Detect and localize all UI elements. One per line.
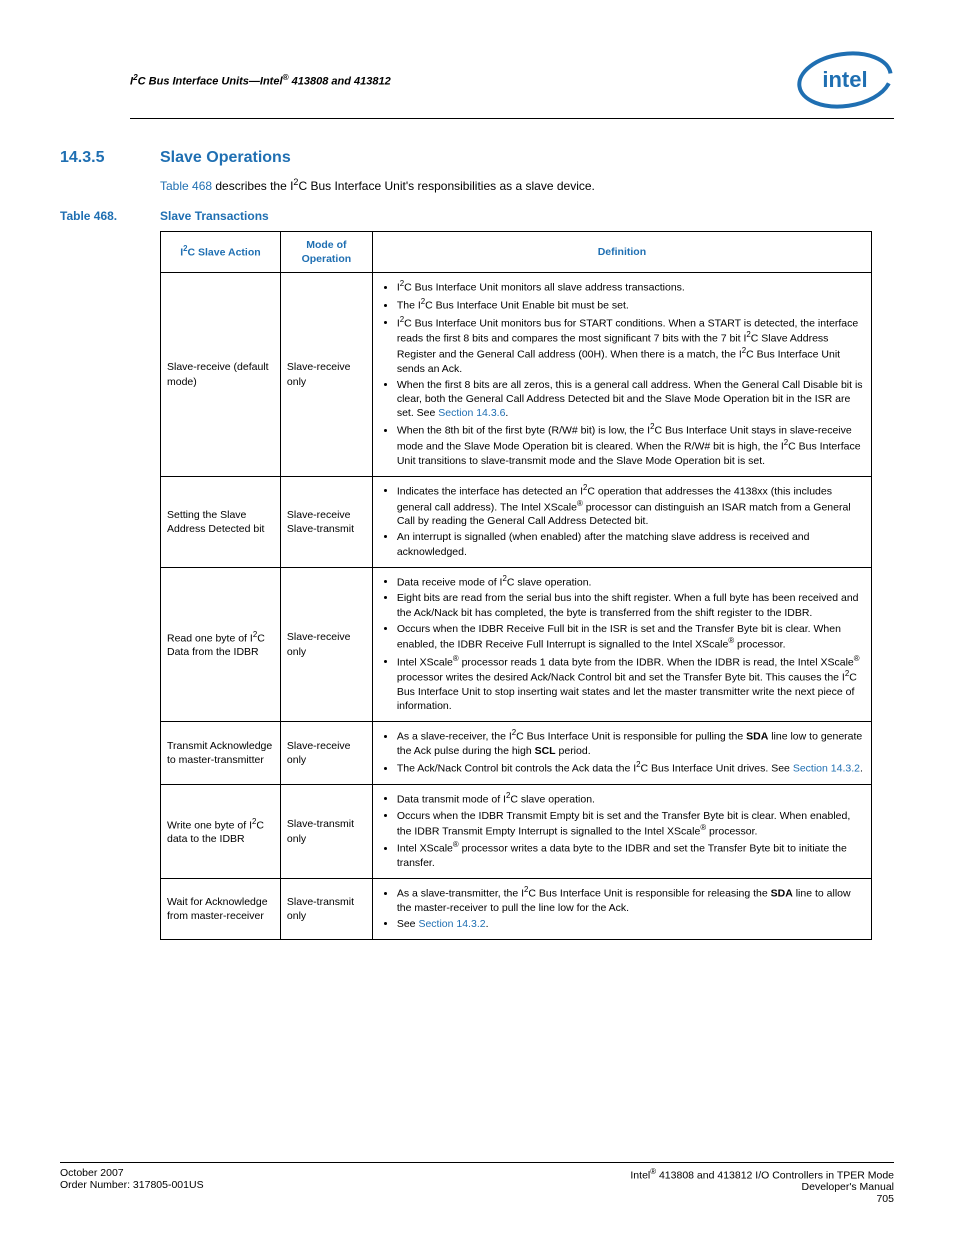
page-header: I2C Bus Interface Units—Intel® 413808 an… [130,50,894,110]
cell-action: Transmit Acknowledge to master-transmitt… [161,722,281,785]
footer-order-number: Order Number: 317805-001US [60,1179,204,1191]
table-row: Read one byte of I2C Data from the IDBRS… [161,567,872,722]
slave-transactions-table: I2C Slave Action Mode of Operation Defin… [160,231,872,940]
definition-list: As a slave-receiver, the I2C Bus Interfa… [373,728,865,776]
header-rule [130,118,894,119]
definition-item: The I2C Bus Interface Unit Enable bit mu… [397,297,865,313]
section-heading: 14.3.5 Slave Operations [60,149,894,167]
definition-item: Occurs when the IDBR Transmit Empty bit … [397,809,865,839]
definition-item: Eight bits are read from the serial bus … [397,591,865,619]
definition-item: As a slave-transmitter, the I2C Bus Inte… [397,885,865,915]
table-row: Write one byte of I2C data to the IDBRSl… [161,784,872,878]
cell-action: Setting the Slave Address Detected bit [161,476,281,567]
cell-mode: Slave-transmit only [280,784,372,878]
footer-date: October 2007 [60,1167,204,1179]
cell-mode: Slave-receive only [280,722,372,785]
cell-definition: I2C Bus Interface Unit monitors all slav… [372,273,871,477]
cell-action: Slave-receive (default mode) [161,273,281,477]
definition-item: When the first 8 bits are all zeros, thi… [397,378,865,421]
table-row: Wait for Acknowledge from master-receive… [161,879,872,940]
cell-definition: Data receive mode of I2C slave operation… [372,567,871,722]
definition-list: Data receive mode of I2C slave operation… [373,574,865,714]
definition-list: Data transmit mode of I2C slave operatio… [373,791,865,870]
page: I2C Bus Interface Units—Intel® 413808 an… [0,0,954,1235]
definition-list: Indicates the interface has detected an … [373,483,865,559]
cell-definition: As a slave-receiver, the I2C Bus Interfa… [372,722,871,785]
cell-mode: Slave-receive only [280,567,372,722]
footer-doc-subtitle: Developer's Manual [630,1181,894,1193]
section-intro: Table 468 describes the I2C Bus Interfac… [160,177,894,193]
definition-item: Intel XScale® processor writes a data by… [397,840,865,870]
table-caption: Table 468. Slave Transactions [60,209,894,223]
table-header-row: I2C Slave Action Mode of Operation Defin… [161,232,872,273]
definition-item: Data transmit mode of I2C slave operatio… [397,791,865,807]
cell-action: Write one byte of I2C data to the IDBR [161,784,281,878]
cell-action: Read one byte of I2C Data from the IDBR [161,567,281,722]
footer-page-number: 705 [630,1193,894,1205]
svg-text:intel: intel [822,67,867,92]
running-header-title: I2C Bus Interface Units—Intel® 413808 an… [130,73,391,88]
definition-item: Occurs when the IDBR Receive Full bit in… [397,622,865,652]
cell-definition: As a slave-transmitter, the I2C Bus Inte… [372,879,871,940]
definition-list: As a slave-transmitter, the I2C Bus Inte… [373,885,865,931]
definition-item: Intel XScale® processor reads 1 data byt… [397,654,865,714]
page-footer: October 2007 Order Number: 317805-001US … [60,1162,894,1206]
cell-mode: Slave-receive only [280,273,372,477]
definition-item: An interrupt is signalled (when enabled)… [397,530,865,558]
definition-item: Data receive mode of I2C slave operation… [397,574,865,590]
th-def: Definition [372,232,871,273]
th-action: I2C Slave Action [161,232,281,273]
section-title: Slave Operations [160,149,291,167]
footer-right: Intel® 413808 and 413812 I/O Controllers… [630,1167,894,1206]
table-row: Setting the Slave Address Detected bitSl… [161,476,872,567]
cell-mode: Slave-transmit only [280,879,372,940]
definition-list: I2C Bus Interface Unit monitors all slav… [373,279,865,468]
definition-item: The Ack/Nack Control bit controls the Ac… [397,760,865,776]
section-number: 14.3.5 [60,149,104,166]
definition-item: I2C Bus Interface Unit monitors bus for … [397,315,865,376]
definition-item: As a slave-receiver, the I2C Bus Interfa… [397,728,865,758]
cell-action: Wait for Acknowledge from master-receive… [161,879,281,940]
table-row: Transmit Acknowledge to master-transmitt… [161,722,872,785]
table-caption-number: Table 468. [60,209,160,223]
cell-definition: Indicates the interface has detected an … [372,476,871,567]
definition-item: Indicates the interface has detected an … [397,483,865,529]
definition-item: See Section 14.3.2. [397,917,865,931]
footer-rule [60,1162,894,1163]
definition-item: I2C Bus Interface Unit monitors all slav… [397,279,865,295]
cell-definition: Data transmit mode of I2C slave operatio… [372,784,871,878]
intel-logo: intel [796,50,894,110]
footer-doc-title: Intel® 413808 and 413812 I/O Controllers… [630,1167,894,1182]
footer-left: October 2007 Order Number: 317805-001US [60,1167,204,1206]
th-mode: Mode of Operation [280,232,372,273]
table-row: Slave-receive (default mode)Slave-receiv… [161,273,872,477]
cell-mode: Slave-receive Slave-transmit [280,476,372,567]
definition-item: When the 8th bit of the first byte (R/W#… [397,422,865,468]
table-caption-title: Slave Transactions [160,209,269,223]
table-body: Slave-receive (default mode)Slave-receiv… [161,273,872,940]
